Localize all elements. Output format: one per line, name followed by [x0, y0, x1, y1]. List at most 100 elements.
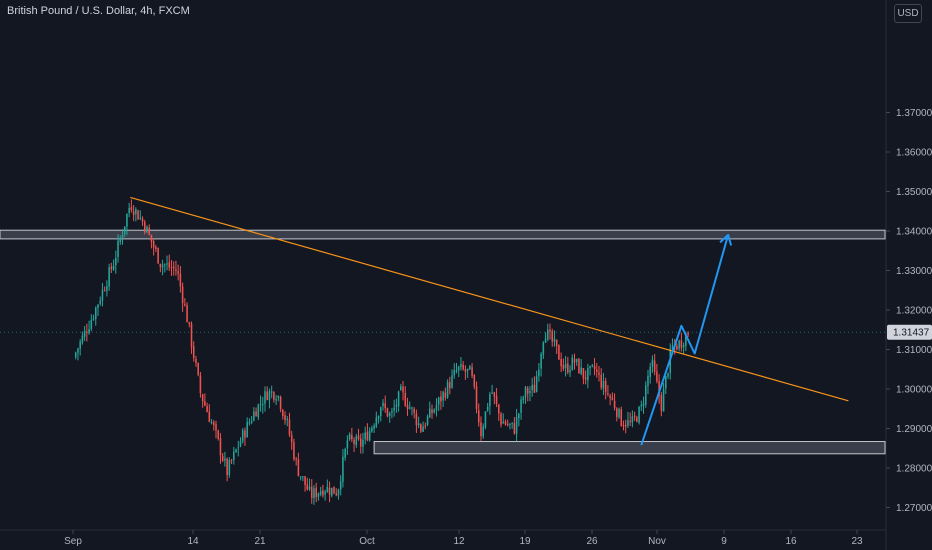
price-tick-label: 1.32000 — [896, 306, 932, 317]
candle-body — [248, 422, 251, 424]
candle — [397, 390, 400, 412]
candle-body — [215, 424, 217, 431]
candle-body — [302, 476, 304, 478]
candle-body — [613, 400, 616, 409]
candle — [170, 260, 173, 276]
candle — [404, 386, 407, 407]
candle-body — [83, 330, 86, 337]
candle-body — [368, 430, 371, 441]
candle-body — [344, 448, 346, 458]
zones — [0, 229, 886, 455]
candle-body — [524, 387, 527, 398]
candle-body — [578, 358, 580, 374]
candle-body — [324, 491, 326, 495]
candle-body — [685, 333, 687, 347]
candle-body — [112, 265, 115, 270]
candle-body — [74, 352, 77, 358]
candle — [420, 423, 422, 434]
candle — [117, 234, 119, 263]
candle — [268, 388, 271, 409]
candle — [382, 399, 384, 411]
candle — [282, 408, 284, 420]
candle — [284, 411, 286, 425]
candle-body — [375, 417, 378, 427]
candle — [90, 314, 93, 332]
candle — [571, 354, 574, 371]
candle — [157, 247, 159, 264]
candle — [217, 429, 220, 441]
candle — [486, 402, 489, 412]
candle-body — [417, 423, 420, 426]
candle — [518, 412, 520, 427]
candle — [482, 423, 484, 439]
price-tick-label: 1.30000 — [896, 385, 932, 396]
candle — [446, 379, 449, 399]
candle-body — [152, 241, 155, 248]
candle-body — [77, 348, 79, 353]
candle — [137, 209, 139, 220]
candle-body — [315, 487, 317, 498]
current-price-tag[interactable] — [887, 324, 932, 340]
candle — [172, 261, 175, 276]
candle — [319, 486, 322, 497]
candle-body — [159, 263, 162, 268]
candle-body — [313, 488, 315, 499]
candle — [462, 360, 464, 371]
candle-body — [253, 411, 255, 421]
price-tick-label: 1.34000 — [896, 227, 932, 238]
candle-body — [611, 397, 614, 400]
candle — [424, 422, 427, 430]
candle-body — [137, 210, 139, 220]
candle — [647, 369, 649, 395]
candle-body — [297, 459, 300, 476]
candle-body — [595, 369, 598, 372]
candle — [204, 393, 206, 407]
resistance-zone — [0, 229, 886, 240]
candle-body — [475, 386, 478, 410]
candle-body — [261, 404, 264, 406]
candle-body — [553, 338, 556, 342]
candle-body — [270, 391, 273, 393]
price-tick-label: 1.35000 — [896, 187, 932, 198]
candle-body — [348, 434, 351, 440]
candle — [148, 224, 150, 236]
currency-button[interactable]: USD — [894, 4, 922, 23]
candle-body — [94, 307, 97, 320]
candle — [266, 386, 268, 401]
candle-body — [119, 238, 122, 242]
time-tick-label: 26 — [586, 536, 598, 547]
candle — [449, 376, 451, 395]
candle-body — [602, 381, 605, 389]
candle-body — [676, 345, 678, 350]
candle — [199, 371, 202, 398]
candle-body — [462, 364, 464, 370]
candle — [411, 406, 413, 416]
candle — [431, 404, 433, 419]
candle-body — [433, 409, 435, 413]
candle — [255, 407, 257, 417]
candle-body — [228, 460, 231, 475]
candle-body — [395, 404, 398, 407]
candle — [665, 375, 667, 395]
candle-body — [413, 408, 415, 413]
candle-body — [268, 391, 271, 401]
candle-body — [509, 423, 511, 425]
candle-body — [638, 406, 640, 423]
candle — [112, 259, 115, 271]
candle — [620, 406, 623, 427]
candle-body — [335, 493, 338, 496]
candle-body — [106, 286, 108, 291]
candle-body — [542, 342, 545, 355]
candle-body — [466, 368, 469, 371]
candle — [555, 339, 558, 354]
candle — [181, 282, 184, 312]
candle-body — [166, 263, 168, 265]
candle — [186, 302, 188, 323]
candle-body — [464, 369, 467, 372]
candle — [656, 363, 658, 384]
candle — [535, 370, 538, 393]
candle — [442, 390, 444, 407]
candle-body — [391, 410, 393, 413]
candle — [279, 395, 282, 413]
